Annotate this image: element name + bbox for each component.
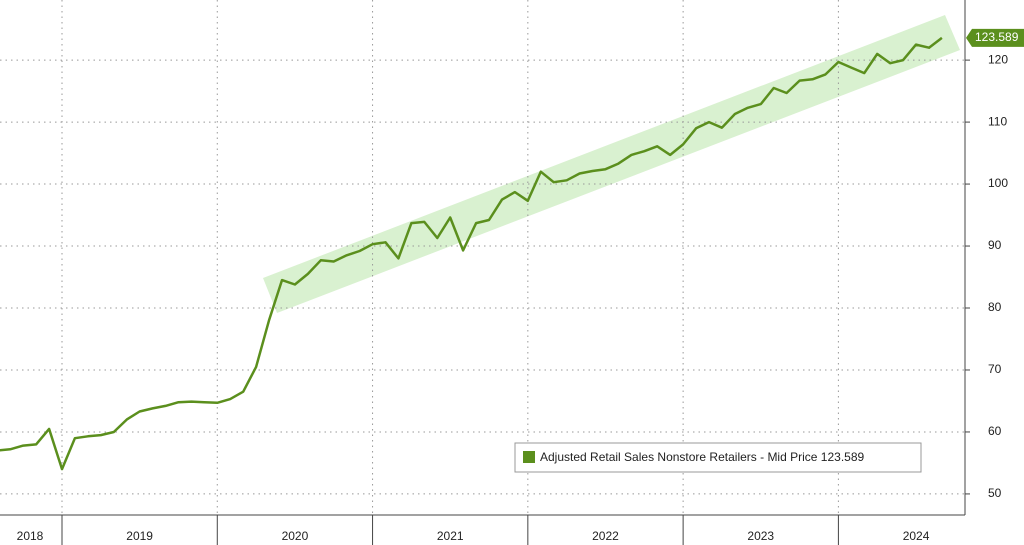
legend-value: 123.589 [821, 450, 865, 464]
y-tick-label: 70 [988, 362, 1002, 376]
legend-swatch [523, 451, 535, 463]
y-tick-label: 110 [988, 114, 1007, 128]
grid [0, 0, 970, 545]
x-tick-label: 2022 [592, 529, 619, 543]
plot [0, 36, 943, 471]
y-tick-label: 60 [988, 424, 1002, 438]
last-value-label: 123.589 [975, 30, 1019, 44]
x-tick-label: 2018 [17, 529, 44, 543]
y-tick-label: 80 [988, 300, 1002, 314]
x-tick-label: 2024 [903, 529, 930, 543]
y-tick-label: 120 [988, 52, 1008, 66]
legend-name: Adjusted Retail Sales Nonstore Retailers… [540, 450, 818, 464]
y-tick-label: 100 [988, 176, 1008, 190]
x-tick-label: 2019 [126, 529, 153, 543]
x-tick-label: 2020 [282, 529, 309, 543]
legend-label: Adjusted Retail Sales Nonstore Retailers… [540, 450, 865, 464]
line [0, 36, 943, 471]
legend-box [514, 442, 922, 473]
x-tick-label: 2021 [437, 529, 464, 543]
legend: Adjusted Retail Sales Nonstore Retailers… [514, 442, 922, 473]
y-tick-label: 50 [988, 486, 1002, 500]
last-value-tag [966, 28, 1024, 47]
x-tick-label: 2023 [747, 529, 774, 543]
y-tick-label: 90 [988, 238, 1002, 252]
